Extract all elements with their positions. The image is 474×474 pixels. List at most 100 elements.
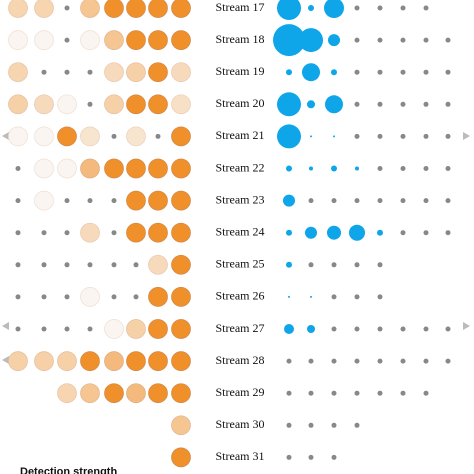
strength-circle [148,158,168,179]
strength-circle [126,190,146,211]
size-circle [331,69,337,76]
scroll-arrows [2,132,470,364]
row-label: Stream 25 [216,257,265,271]
size-circle [302,63,320,82]
size-circle [377,229,383,236]
dot [41,326,47,332]
dot [286,454,292,460]
strength-circle [171,254,191,275]
strength-circle [104,0,124,18]
row-label: Stream 31 [216,449,265,463]
dot [400,37,406,43]
size-circle [328,34,340,47]
dot [423,390,429,396]
size-circle [277,92,301,117]
arrow-right [463,132,470,140]
strength-circle [80,126,100,147]
dot [400,198,406,204]
row-label: Stream 23 [216,192,265,206]
size-circle [349,224,365,241]
strength-circle [148,190,168,211]
strength-circle [171,94,191,115]
strength-circle [171,30,191,50]
dot [354,326,360,332]
strength-circle [8,30,28,50]
dot [445,358,451,364]
dot [354,37,360,43]
dot [87,198,93,204]
dot [377,326,383,332]
size-circle [331,165,337,172]
dot [111,294,117,300]
dot [308,358,314,364]
strength-circle [171,351,191,371]
dot [64,37,70,43]
dot [331,326,337,332]
dot [377,294,383,300]
dot [400,358,406,364]
dot [445,326,451,332]
dot [87,101,93,107]
dot [111,198,117,204]
dot [445,101,451,107]
dot [15,326,21,332]
dot [133,294,139,300]
dot [377,262,383,268]
row-label: Stream 27 [216,321,265,335]
dot [400,326,406,332]
strength-circle [57,126,77,147]
strength-circle [34,0,54,18]
dot [423,326,429,332]
strength-circle [171,126,191,147]
dot [111,262,117,268]
row-label: Stream 17 [216,0,265,14]
dot [354,390,360,396]
dot [286,390,292,396]
strength-circle [126,351,146,371]
strength-circle [171,0,191,18]
strength-circle [148,351,168,371]
dot [111,230,117,236]
dot [377,166,383,171]
size-circle [325,95,343,114]
strength-circle [34,351,54,371]
dot [15,230,21,236]
dot [308,198,314,204]
arrow-left [2,322,9,330]
size-circle [283,194,295,207]
dot [400,133,406,139]
dot [423,358,429,364]
size-circle [327,225,341,240]
strength-circle [104,319,124,339]
strength-circle [8,0,28,18]
strength-circle [104,158,124,179]
strength-circle [126,158,146,179]
strength-circle [171,447,191,468]
dot [423,230,429,236]
dot [41,294,47,300]
row-label: Stream 20 [216,96,265,110]
strength-circle [171,383,191,404]
row-label: Stream 19 [216,64,265,78]
dot [377,5,383,11]
strength-circle [126,319,146,339]
size-circle [286,229,292,236]
strength-circle [80,222,100,243]
strength-circle [148,94,168,115]
dot [377,133,383,139]
strength-circle [34,30,54,50]
row-label: Stream 18 [216,32,265,46]
dot [423,198,429,204]
dot [155,133,161,139]
strength-circle [148,62,168,83]
size-circle [286,261,292,268]
strength-circle [126,126,146,147]
strength-circle [34,158,54,179]
size-circle [308,5,314,11]
strength-circle [148,383,168,404]
strength-circle [57,383,77,404]
dot [400,5,406,11]
dot [354,294,360,300]
strength-circle [171,287,191,307]
dot [354,69,360,75]
